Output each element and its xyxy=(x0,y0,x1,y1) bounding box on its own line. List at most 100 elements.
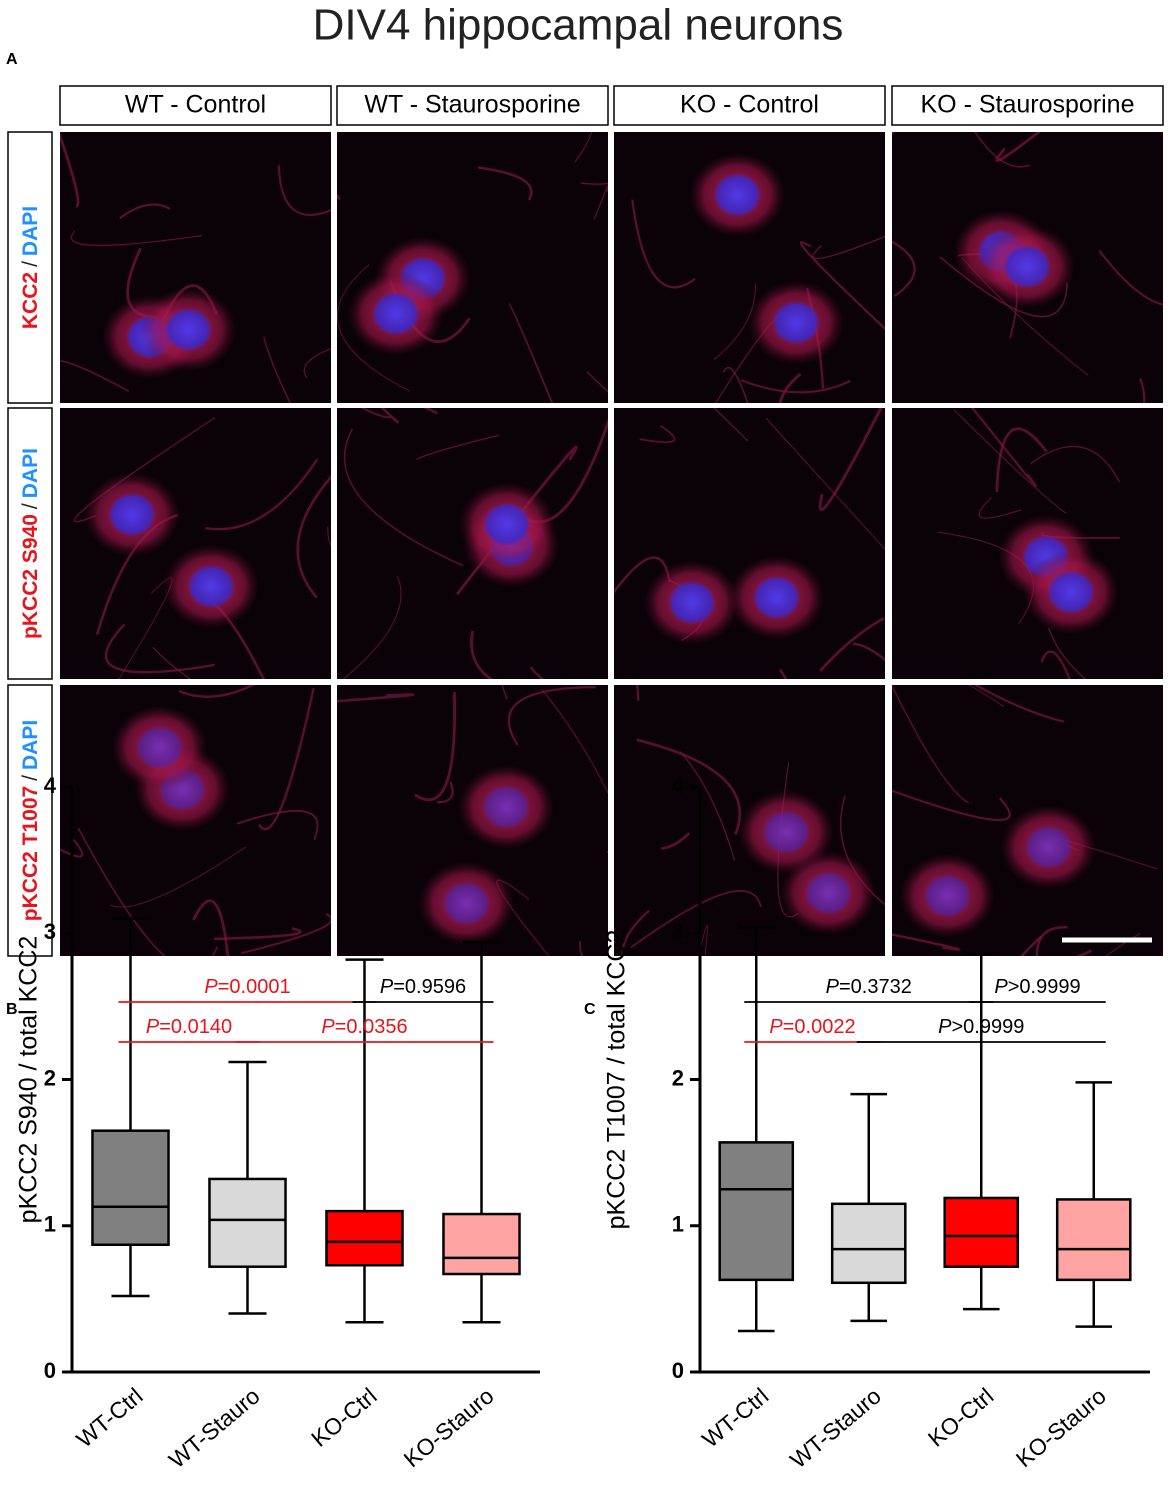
cells xyxy=(621,685,885,956)
p-value: =0.0022 xyxy=(783,1016,856,1038)
neurite xyxy=(679,751,736,861)
neurite xyxy=(713,408,749,442)
p-value: =0.9596 xyxy=(393,976,466,998)
box xyxy=(325,1209,404,1267)
micrograph xyxy=(892,132,1163,403)
row-label-box xyxy=(7,684,53,957)
micrograph xyxy=(614,132,885,403)
column-header: KO - Control xyxy=(680,91,819,119)
separator: / xyxy=(19,261,42,267)
neurite xyxy=(971,408,1037,487)
nucleus xyxy=(107,492,156,537)
micrograph xyxy=(337,685,608,956)
cells xyxy=(614,408,885,679)
figure-title: DIV4 hippocampal neurons xyxy=(313,1,844,50)
nucleus xyxy=(135,725,184,770)
neurite xyxy=(60,132,80,208)
p-symbol: P xyxy=(826,976,840,998)
nucleus xyxy=(772,300,821,345)
neurite xyxy=(437,781,454,804)
neurite xyxy=(60,838,84,858)
y-tick-label: 4 xyxy=(672,773,685,798)
comparison-label: P=0.3732 xyxy=(826,976,912,998)
nucleus xyxy=(482,785,531,830)
neurite xyxy=(104,623,215,674)
neurite xyxy=(661,832,691,850)
neurite xyxy=(1035,926,1068,956)
y-tick-label: 3 xyxy=(672,919,684,944)
neurite xyxy=(337,693,415,703)
neurite xyxy=(1139,378,1146,403)
p-value: =0.0001 xyxy=(218,976,291,998)
y-tick-label: 2 xyxy=(44,1065,56,1090)
nucleus xyxy=(804,870,853,915)
x-tick-label: KO-Ctrl xyxy=(306,1383,381,1452)
neurite xyxy=(722,366,749,403)
neurite xyxy=(241,913,331,955)
neurite xyxy=(70,230,203,247)
neurite xyxy=(621,909,650,956)
cells xyxy=(60,685,331,956)
neurite xyxy=(414,691,457,802)
x-tick-label: WT-Ctrl xyxy=(71,1383,147,1453)
row-label: KCC2 / DAPI xyxy=(19,206,42,329)
neurite xyxy=(277,165,331,217)
neurite xyxy=(508,303,554,403)
micrograph xyxy=(60,685,331,956)
neurite xyxy=(303,347,331,379)
nucleus xyxy=(164,307,213,352)
micrograph xyxy=(60,132,331,403)
comparison-label: P=0.0356 xyxy=(321,1016,407,1038)
p-symbol: P xyxy=(769,1016,783,1038)
comparison-label: P=0.9596 xyxy=(380,976,466,998)
neurite xyxy=(819,617,885,672)
micrograph xyxy=(614,685,885,956)
neurite xyxy=(152,646,192,679)
column-header-box xyxy=(59,85,332,126)
neurite xyxy=(119,203,171,220)
comparison-label: P>0.9999 xyxy=(938,1016,1024,1038)
neurite xyxy=(477,166,533,201)
panel-letter: B xyxy=(6,1001,18,1018)
separator: / xyxy=(19,775,42,781)
comparison-label: P=0.0022 xyxy=(769,1016,855,1038)
p-symbol: P xyxy=(146,1016,160,1038)
micrograph xyxy=(60,408,331,679)
neurite xyxy=(1030,445,1121,483)
p-value: >0.9999 xyxy=(951,1016,1024,1038)
neurite xyxy=(635,685,640,701)
nucleus xyxy=(1024,825,1073,870)
neurite xyxy=(892,240,916,297)
counterstain-label: DAPI xyxy=(19,448,42,498)
p-symbol: P xyxy=(994,976,1008,998)
cells xyxy=(631,152,885,403)
neurite xyxy=(852,642,885,662)
x-tick-label: WT-Stauro xyxy=(164,1383,265,1474)
cells xyxy=(337,132,608,403)
neurite xyxy=(213,927,302,941)
neurite xyxy=(892,789,1011,822)
y-axis-label: pKCC2 S940 / total KCC2 xyxy=(15,936,43,1224)
nucleus xyxy=(482,502,531,547)
neurite xyxy=(995,427,1048,492)
comparison-label: P>0.9999 xyxy=(994,976,1080,998)
micrograph xyxy=(337,132,608,403)
cells xyxy=(337,685,608,956)
counterstain-label: DAPI xyxy=(19,720,42,770)
box xyxy=(1055,1198,1132,1282)
box xyxy=(442,1212,521,1276)
neurite xyxy=(327,526,331,547)
y-tick-label: 0 xyxy=(44,1358,56,1383)
neurite xyxy=(778,372,802,403)
panel-letter: C xyxy=(584,1001,596,1018)
x-tick-label: KO-Stauro xyxy=(399,1383,499,1473)
neurite xyxy=(1020,935,1093,956)
y-axis-label: pKCC2 T1007 / total KCC2 xyxy=(603,930,631,1230)
nucleus xyxy=(761,810,810,855)
x-tick-label: KO-Ctrl xyxy=(923,1383,998,1452)
box xyxy=(830,1202,907,1285)
y-tick-label: 2 xyxy=(672,1065,684,1090)
nucleus xyxy=(1002,244,1051,289)
column-header: WT - Staurosporine xyxy=(364,91,580,119)
nucleus xyxy=(187,564,236,609)
